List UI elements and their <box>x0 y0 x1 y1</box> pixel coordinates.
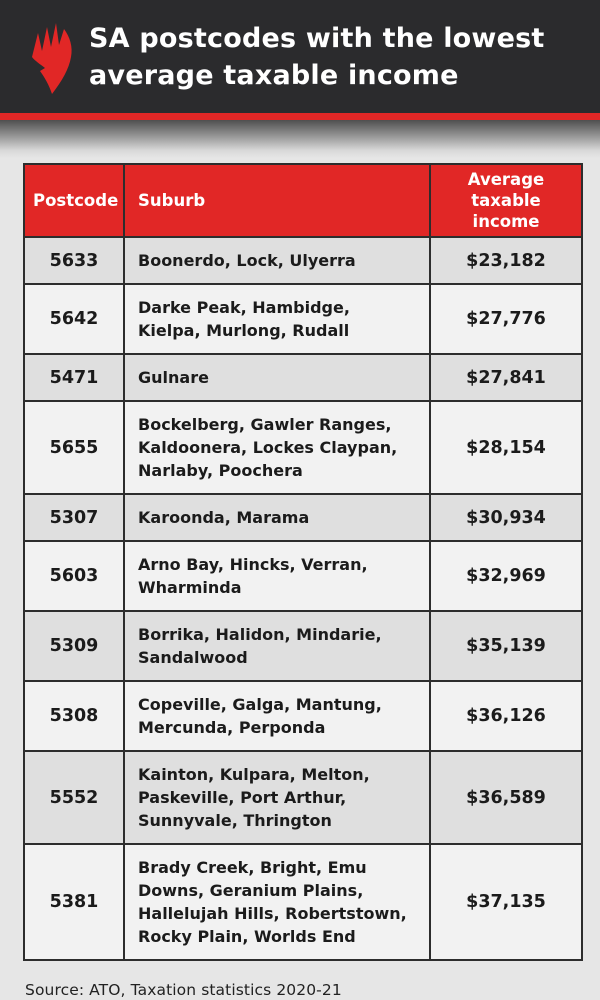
column-header-average-taxable-income: Average taxable income <box>429 163 583 238</box>
table-row: 5307 Karoonda, Marama $30,934 <box>23 493 583 542</box>
column-header-postcode: Postcode <box>23 163 125 238</box>
suburb-cell: Boonerdo, Lock, Ulyerra <box>123 236 431 285</box>
table-row: 5471 Gulnare $27,841 <box>23 353 583 402</box>
postcode-cell: 5308 <box>23 680 125 752</box>
column-header-suburb: Suburb <box>123 163 431 238</box>
income-cell: $36,126 <box>429 680 583 752</box>
income-cell: $35,139 <box>429 610 583 682</box>
postcode-cell: 5307 <box>23 493 125 542</box>
table-row: 5655 Bockelberg, Gawler Ranges, Kaldooner… <box>23 400 583 495</box>
table-row: 5603 Arno Bay, Hincks, Verran, Wharminda $… <box>23 540 583 612</box>
page-title: SA postcodes with the lowest average tax… <box>89 20 544 94</box>
postcode-cell: 5381 <box>23 843 125 961</box>
suburb-cell: Copeville, Galga, Mantung, Mercunda, Per… <box>123 680 431 752</box>
income-cell: $37,135 <box>429 843 583 961</box>
suburb-cell: Brady Creek, Bright, Emu Downs, Geranium… <box>123 843 431 961</box>
postcode-cell: 5309 <box>23 610 125 682</box>
postcode-cell: 5655 <box>23 400 125 495</box>
income-cell: $28,154 <box>429 400 583 495</box>
income-cell: $36,589 <box>429 750 583 845</box>
postcode-cell: 5633 <box>23 236 125 285</box>
income-cell: $27,776 <box>429 283 583 355</box>
suburb-cell: Kainton, Kulpara, Melton, Paskeville, Po… <box>123 750 431 845</box>
shadow-gradient <box>0 120 600 158</box>
page-title-line2: average taxable income <box>89 59 459 91</box>
suburb-cell: Arno Bay, Hincks, Verran, Wharminda <box>123 540 431 612</box>
table-row: 5633 Boonerdo, Lock, Ulyerra $23,182 <box>23 236 583 285</box>
page-title-line1: SA postcodes with the lowest <box>89 22 545 54</box>
income-cell: $23,182 <box>429 236 583 285</box>
suburb-cell: Darke Peak, Hambidge, Kielpa, Murlong, R… <box>123 283 431 355</box>
sbs-logo-icon <box>24 21 76 95</box>
postcode-income-table: Postcode Suburb Average taxable income 5… <box>23 163 583 961</box>
table-row: 5552 Kainton, Kulpara, Melton, Paskeville… <box>23 750 583 845</box>
postcode-cell: 5471 <box>23 353 125 402</box>
income-cell: $32,969 <box>429 540 583 612</box>
postcode-cell: 5642 <box>23 283 125 355</box>
table-header: Postcode Suburb Average taxable income <box>23 163 583 238</box>
table-row: 5381 Brady Creek, Bright, Emu Downs, Gera… <box>23 843 583 961</box>
table-container: Postcode Suburb Average taxable income 5… <box>23 163 583 961</box>
header-banner: SA postcodes with the lowest average tax… <box>0 0 600 113</box>
income-cell: $30,934 <box>429 493 583 542</box>
postcode-cell: 5603 <box>23 540 125 612</box>
source-note: Source: ATO, Taxation statistics 2020-21 <box>25 981 342 999</box>
table-row: 5309 Borrika, Halidon, Mindarie, Sandalwo… <box>23 610 583 682</box>
table-row: 5308 Copeville, Galga, Mantung, Mercunda,… <box>23 680 583 752</box>
suburb-cell: Karoonda, Marama <box>123 493 431 542</box>
income-cell: $27,841 <box>429 353 583 402</box>
suburb-cell: Gulnare <box>123 353 431 402</box>
suburb-cell: Bockelberg, Gawler Ranges, Kaldoonera, L… <box>123 400 431 495</box>
postcode-cell: 5552 <box>23 750 125 845</box>
table-row: 5642 Darke Peak, Hambidge, Kielpa, Murlon… <box>23 283 583 355</box>
table-header-row: Postcode Suburb Average taxable income <box>23 163 583 238</box>
suburb-cell: Borrika, Halidon, Mindarie, Sandalwood <box>123 610 431 682</box>
table-body: 5633 Boonerdo, Lock, Ulyerra $23,182 5642 Da… <box>23 236 583 961</box>
red-divider <box>0 113 600 120</box>
